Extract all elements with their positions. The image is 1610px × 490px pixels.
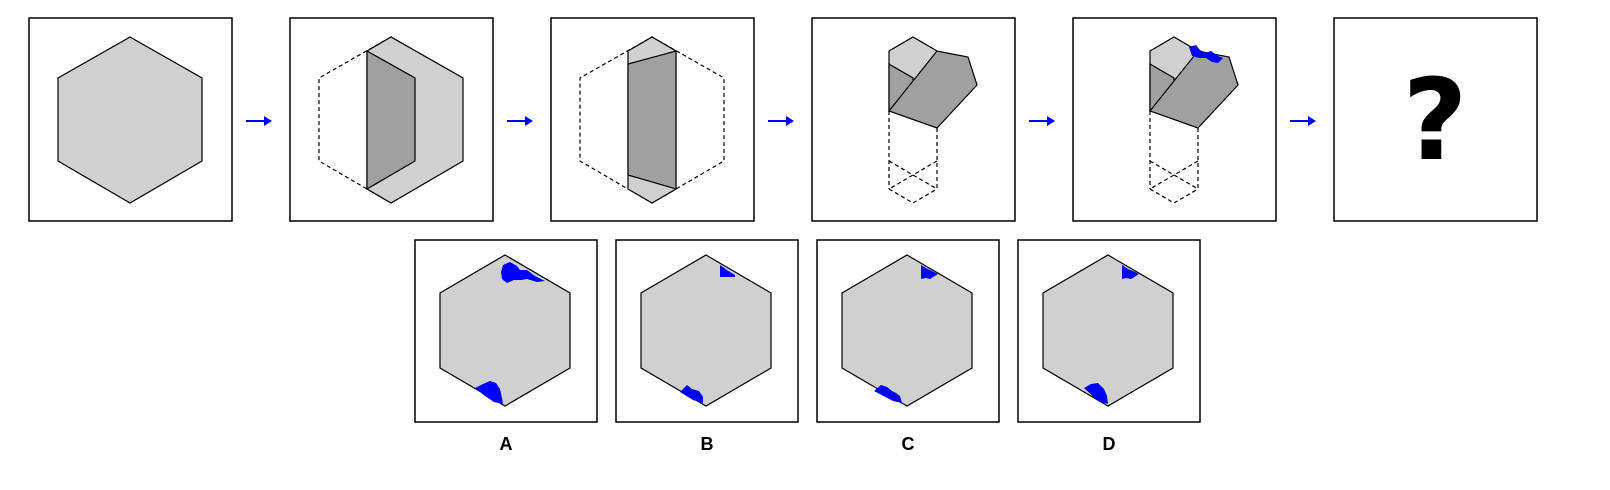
cut-mark — [1122, 265, 1139, 279]
folded-flap — [1149, 50, 1239, 129]
question-panel: ? — [1333, 17, 1538, 222]
unfolded-hexagon — [439, 254, 571, 407]
option-label: D — [1103, 434, 1116, 454]
step-2-panel — [289, 17, 494, 222]
dashed-lower-outline — [1149, 111, 1199, 204]
right-arrow-icon — [1290, 116, 1316, 126]
option-a[interactable]: A — [414, 239, 598, 454]
original-outline — [579, 36, 725, 204]
cut-mark — [501, 262, 545, 283]
folded-flap — [888, 50, 978, 129]
option-label: A — [500, 434, 513, 454]
unfolded-hexagon — [640, 254, 772, 407]
option-d[interactable]: D — [1017, 239, 1201, 454]
cut-mark — [680, 385, 703, 403]
unfolded-hexagon — [841, 254, 973, 407]
right-arrow-icon — [768, 116, 794, 126]
step-1-panel — [28, 17, 233, 222]
step-3-panel — [550, 17, 755, 222]
sequence-row: ? — [28, 17, 1538, 222]
option-c[interactable]: C — [816, 239, 1000, 454]
cut-mark — [1084, 383, 1108, 404]
unfolded-hexagon — [1042, 254, 1174, 407]
cut-mark — [475, 381, 503, 404]
step-4-panel — [811, 17, 1016, 222]
option-b[interactable]: B — [615, 239, 799, 454]
paper-hexagon — [57, 36, 203, 204]
cut-mark — [874, 385, 902, 403]
question-mark: ? — [1403, 56, 1468, 186]
cut-mark — [921, 265, 938, 279]
option-label: B — [701, 434, 714, 454]
dashed-lower-outline — [888, 111, 938, 204]
right-arrow-icon — [507, 116, 533, 126]
cut-mark — [1189, 45, 1223, 63]
right-arrow-icon — [1029, 116, 1055, 126]
folded-strip — [627, 50, 677, 190]
step-5-panel — [1072, 17, 1277, 222]
options-row: A B C D — [414, 239, 1201, 454]
folded-flap — [366, 49, 416, 191]
right-arrow-icon — [246, 116, 272, 126]
option-label: C — [902, 434, 915, 454]
cut-mark — [720, 265, 735, 277]
